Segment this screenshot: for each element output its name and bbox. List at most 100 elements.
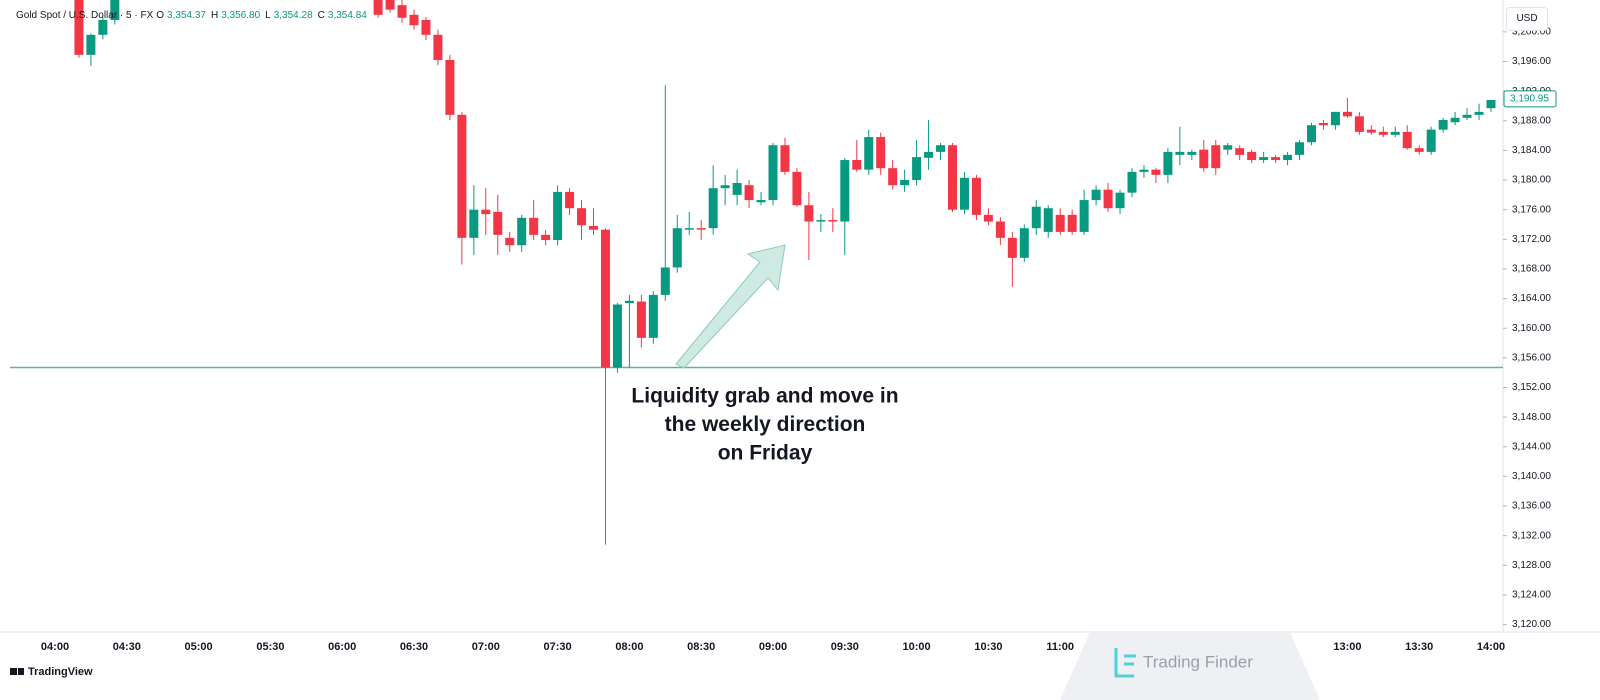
candle-body bbox=[433, 34, 443, 61]
y-tick-label: 3,188.00 bbox=[1512, 115, 1551, 126]
x-tick-label: 04:00 bbox=[41, 641, 69, 653]
candle-body bbox=[912, 157, 922, 181]
watermark-logo bbox=[1114, 648, 1136, 678]
y-tick-label: 3,160.00 bbox=[1512, 323, 1551, 334]
candle-body bbox=[636, 301, 646, 338]
candle-body bbox=[385, 0, 395, 10]
candle-body bbox=[708, 188, 718, 229]
candle-body bbox=[86, 34, 96, 55]
candle-body bbox=[1474, 111, 1484, 115]
candle-body bbox=[732, 183, 742, 195]
candle-body bbox=[1438, 120, 1448, 130]
annotation-line: on Friday bbox=[718, 442, 813, 465]
x-tick-label: 08:30 bbox=[687, 641, 715, 653]
annotation-line: the weekly direction bbox=[665, 413, 866, 436]
y-tick-label: 3,156.00 bbox=[1512, 353, 1551, 364]
x-tick-label: 09:30 bbox=[831, 641, 859, 653]
candle-body bbox=[1450, 117, 1460, 123]
candle-body bbox=[493, 211, 503, 235]
candle-body bbox=[1211, 145, 1221, 169]
candle-body bbox=[624, 300, 634, 304]
y-tick-label: 3,144.00 bbox=[1512, 441, 1551, 452]
candle-body bbox=[1354, 116, 1364, 132]
x-tick-label: 14:00 bbox=[1477, 641, 1505, 653]
annotation-line: Liquidity grab and move in bbox=[631, 385, 898, 408]
candle-body bbox=[816, 220, 826, 222]
annotation: Liquidity grab and move in the weekly dir… bbox=[631, 385, 898, 465]
currency-button[interactable]: USD bbox=[1506, 7, 1548, 31]
candle-body bbox=[1223, 145, 1233, 150]
legend-label: O bbox=[156, 10, 165, 21]
candle-body bbox=[1187, 151, 1197, 155]
candle-body bbox=[1342, 111, 1352, 117]
candle-body bbox=[565, 191, 575, 209]
legend-label: C bbox=[317, 10, 325, 21]
candle-body bbox=[864, 137, 874, 170]
candle-body bbox=[672, 228, 682, 268]
candle-body bbox=[1462, 114, 1472, 118]
candle-body bbox=[876, 137, 886, 169]
candle-body bbox=[1378, 131, 1388, 135]
candle-body bbox=[529, 217, 539, 235]
x-tick-label: 13:30 bbox=[1405, 641, 1433, 653]
candle-body bbox=[589, 225, 598, 230]
candle-body bbox=[1402, 131, 1412, 149]
candle-body bbox=[1127, 171, 1137, 193]
y-tick-label: 3,172.00 bbox=[1512, 234, 1551, 245]
candle-body bbox=[1366, 129, 1376, 133]
brand: TradingView bbox=[28, 666, 93, 678]
y-tick-label: 3,168.00 bbox=[1512, 264, 1551, 275]
y-tick-label: 3,200.00 bbox=[1512, 26, 1551, 37]
candle-body bbox=[1426, 129, 1436, 152]
candle-body bbox=[505, 237, 515, 246]
candle-body bbox=[1307, 125, 1316, 143]
last-price-tag bbox=[1503, 90, 1557, 108]
last-price-label: 3,190.95 bbox=[1510, 94, 1549, 105]
x-tick-label: 06:00 bbox=[328, 641, 356, 653]
candle-body bbox=[421, 20, 431, 35]
candle-body bbox=[397, 5, 407, 18]
y-tick-label: 3,176.00 bbox=[1512, 204, 1551, 215]
candle-body bbox=[959, 177, 969, 210]
candle-body bbox=[720, 185, 730, 189]
candle-body bbox=[469, 209, 479, 238]
candle-body bbox=[373, 0, 383, 15]
watermark-bg bbox=[1060, 632, 1320, 700]
y-tick-label: 3,148.00 bbox=[1512, 412, 1551, 423]
watermark: Trading Finder bbox=[1143, 652, 1253, 671]
annotation-arrow bbox=[675, 244, 786, 369]
x-tick-label: 10:00 bbox=[903, 641, 931, 653]
candle-body bbox=[110, 0, 120, 21]
candle-body bbox=[1043, 208, 1053, 232]
candle-body bbox=[1318, 122, 1328, 126]
candle-body bbox=[409, 14, 419, 26]
candle-body bbox=[600, 229, 610, 368]
candle-body bbox=[1103, 189, 1113, 209]
candle-body bbox=[768, 145, 778, 201]
x-tick-label: 13:00 bbox=[1333, 641, 1361, 653]
candle-body bbox=[1390, 131, 1400, 135]
candle-body bbox=[840, 160, 850, 222]
candle-body bbox=[481, 209, 491, 215]
legend-value: 3,356.80 bbox=[221, 10, 261, 21]
x-tick-label: 05:00 bbox=[185, 641, 213, 653]
candle-body bbox=[648, 294, 658, 338]
legend: Gold Spot / U.S. Dollar · 5 · FX O 3,354.3… bbox=[16, 10, 369, 21]
candle-body bbox=[792, 171, 802, 206]
symbol: Gold Spot / U.S. Dollar · 5 · FX bbox=[16, 10, 154, 21]
candle-body bbox=[1007, 237, 1017, 258]
candle-body bbox=[1235, 148, 1245, 155]
candle-body bbox=[1486, 100, 1496, 109]
candle-body bbox=[1151, 169, 1161, 175]
candle-body bbox=[577, 208, 587, 226]
candle-body bbox=[1247, 151, 1257, 161]
candle-body bbox=[74, 0, 84, 55]
y-tick-label: 3,136.00 bbox=[1512, 501, 1551, 512]
candle-body bbox=[1271, 157, 1281, 161]
y-tick-label: 3,120.00 bbox=[1512, 619, 1551, 630]
candle-body bbox=[1019, 228, 1029, 258]
candle-body bbox=[98, 20, 108, 35]
candle-body bbox=[828, 220, 838, 222]
candle-body bbox=[684, 228, 694, 230]
